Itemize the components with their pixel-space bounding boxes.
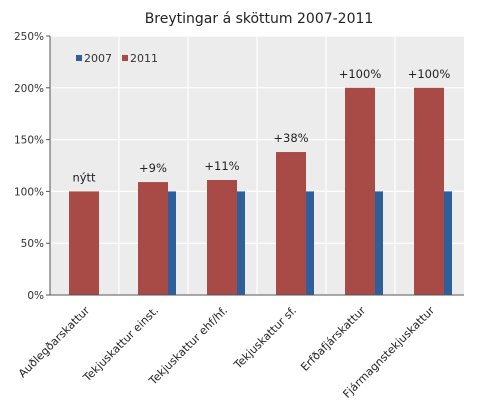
bars [69,87,452,295]
y-tick-label: 50% [21,238,44,250]
gridlines [50,35,464,296]
data-label: +100% [339,67,382,81]
bar-2011 [207,180,237,295]
y-axis-ticks: 0% 50% 100% 150% 200% 250% [14,31,50,302]
data-label: +11% [204,159,239,173]
legend-swatch [122,55,128,61]
axes [49,36,464,296]
y-tick-label: 250% [14,31,44,43]
y-tick-label: 200% [14,83,44,95]
data-label: nýtt [72,170,96,184]
legend-entry: 2007 [84,52,112,65]
bar-2007 [444,191,452,295]
bar-2011 [414,87,444,295]
bar-2007 [306,191,314,295]
bar-2007 [237,191,245,295]
y-tick-label: 0% [27,290,44,302]
bar-2007 [168,191,176,295]
bar-2011 [69,191,99,295]
legend-entry: 2011 [130,52,158,65]
x-category-label: Tekjuskattur ehf/hf. [146,304,230,388]
y-tick-label: 150% [14,135,44,147]
chart-title: Breytingar á sköttum 2007-2011 [145,11,374,27]
bar-2011 [276,152,306,295]
bar-2011 [345,87,375,295]
legend-swatch [76,55,82,61]
x-category-label: Auðlegðarskattur [16,304,93,381]
data-labels: nýtt +9% +11% +38% +100% +100% [72,67,450,185]
data-label: +100% [408,67,451,81]
x-category-label: Erfðafjárskattur [298,304,368,374]
x-category-label: Tekjuskattur sf. [231,304,299,372]
bar-2011 [138,182,168,295]
y-tick-label: 100% [14,186,44,198]
x-category-label: Tekjuskattur einst. [80,304,161,385]
legend: 2007 2011 [76,52,158,65]
data-label: +9% [139,161,167,175]
bar-2007 [375,191,383,295]
data-label: +38% [273,131,308,145]
